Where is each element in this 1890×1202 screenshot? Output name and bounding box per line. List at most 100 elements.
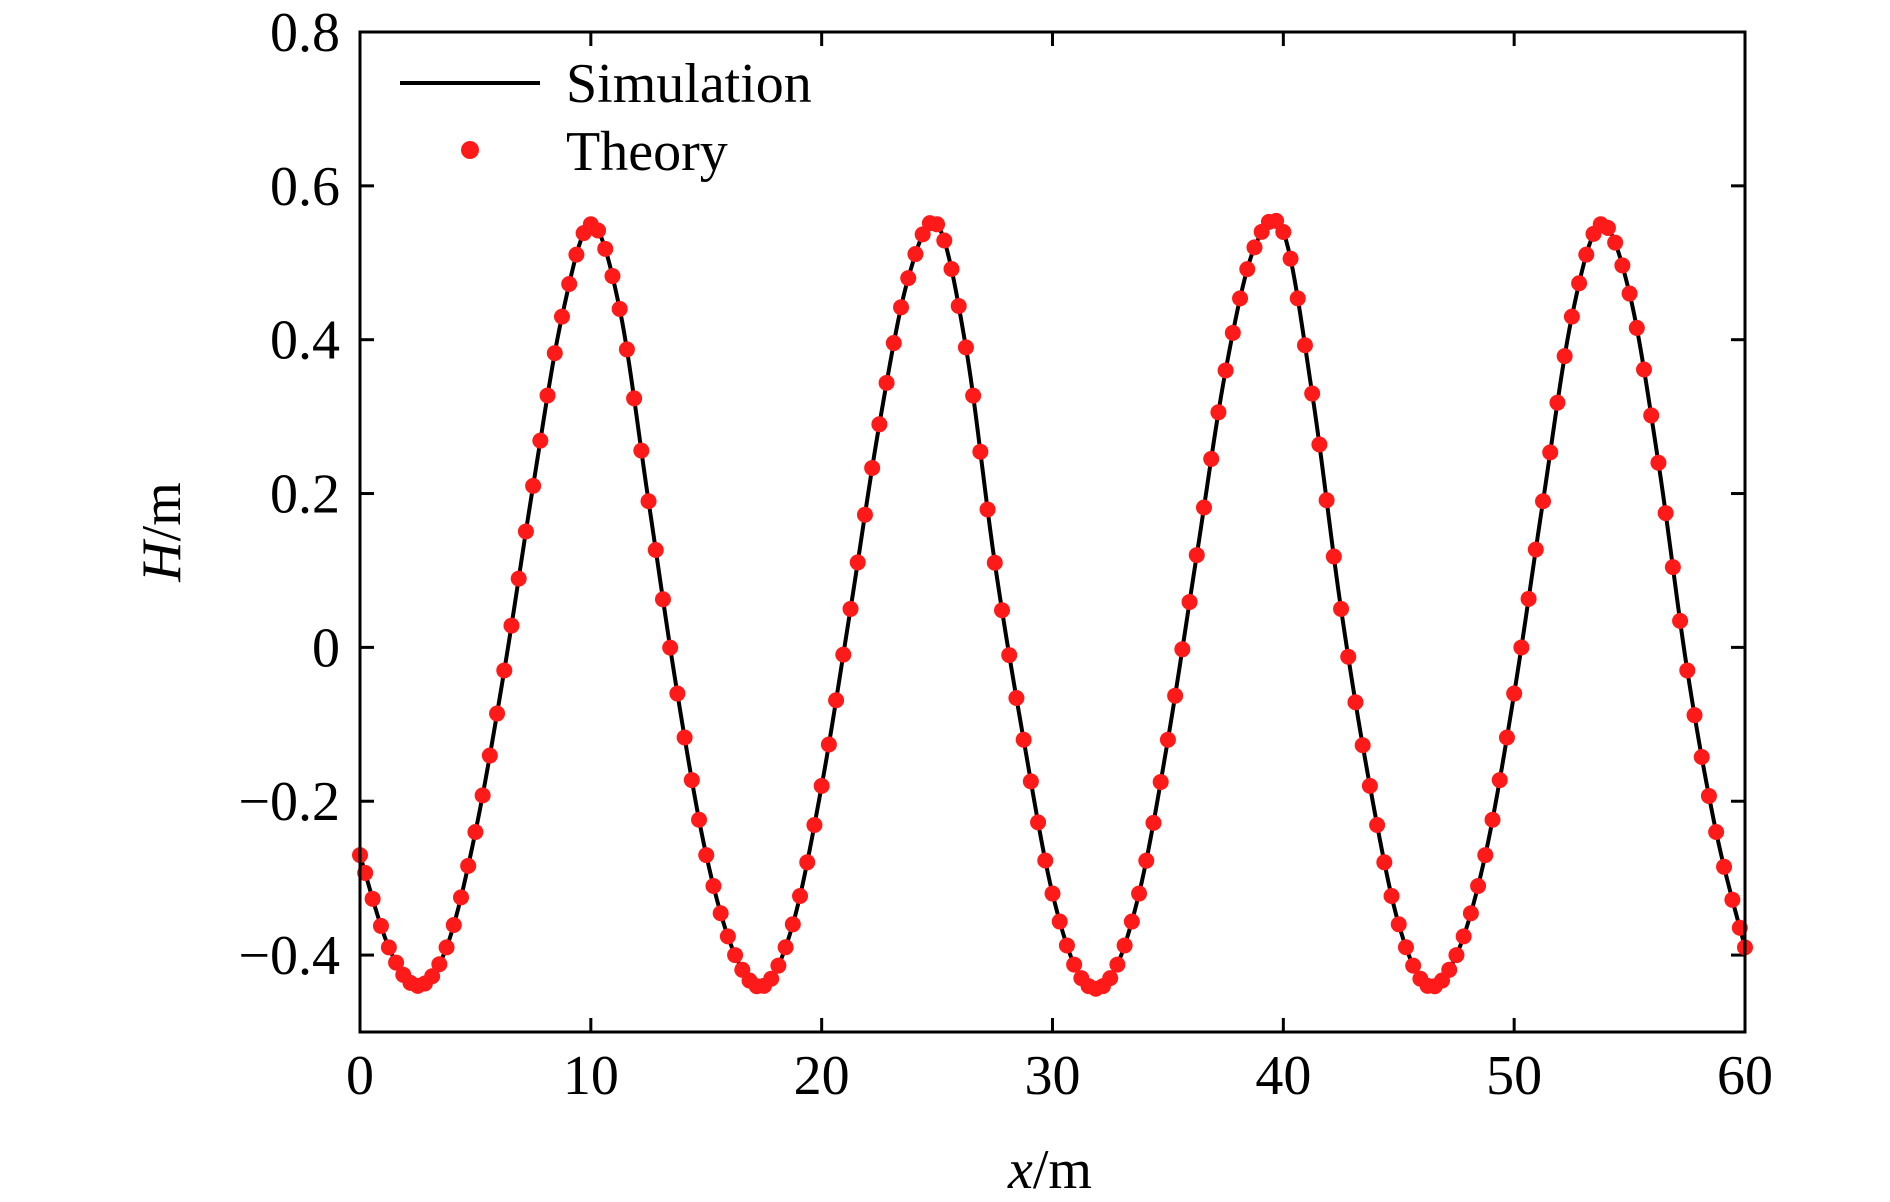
theory-point — [864, 459, 881, 476]
theory-point — [503, 617, 520, 634]
theory-point — [1008, 689, 1025, 706]
y-axis-unit: /m — [131, 482, 193, 541]
x-tick-label: 40 — [1255, 1045, 1311, 1107]
theory-point — [986, 554, 1003, 571]
theory-point — [1282, 250, 1299, 267]
theory-point — [1181, 593, 1198, 610]
theory-point — [1636, 361, 1653, 378]
theory-point — [936, 232, 953, 249]
x-tick-label: 50 — [1486, 1045, 1542, 1107]
theory-point — [900, 270, 917, 287]
theory-point — [1607, 234, 1624, 251]
theory-point — [929, 216, 946, 233]
theory-point — [1361, 777, 1378, 794]
legend-label-simulation: Simulation — [566, 53, 812, 115]
theory-point — [1599, 219, 1616, 236]
theory-point — [424, 968, 441, 985]
theory-point — [1116, 937, 1133, 954]
theory-point — [364, 890, 381, 907]
theory-point — [372, 917, 389, 934]
x-tick-label: 10 — [563, 1045, 619, 1107]
theory-point — [489, 705, 506, 722]
svg-text:x/m: x/m — [1007, 1139, 1092, 1201]
theory-point — [1657, 505, 1674, 522]
theory-point — [965, 387, 982, 404]
theory-point — [467, 824, 484, 840]
y-tick-label: 0.4 — [270, 310, 340, 372]
svg-text:H/m: H/m — [131, 482, 193, 583]
theory-point — [611, 300, 628, 317]
theory-point — [1484, 811, 1501, 828]
theory-point — [1311, 436, 1328, 453]
theory-point — [1224, 324, 1241, 341]
y-axis-ticks: −0.4 −0.2 0 0.2 0.4 0.6 0.8 — [238, 2, 1745, 987]
theory-point — [1686, 707, 1703, 724]
theory-point — [1304, 385, 1321, 402]
theory-point — [1325, 548, 1342, 565]
theory-point — [662, 639, 679, 656]
x-tick-label: 20 — [794, 1045, 850, 1107]
theory-point — [1195, 499, 1212, 516]
theory-point — [539, 387, 556, 404]
theory-point — [1109, 956, 1126, 973]
theory-point — [806, 816, 823, 833]
theory-point — [1376, 854, 1393, 871]
theory-point — [820, 736, 837, 753]
theory-point — [1693, 749, 1710, 765]
legend: Simulation Theory — [400, 53, 812, 183]
theory-point — [1354, 737, 1371, 754]
theory-point — [957, 339, 974, 356]
theory-point — [1369, 816, 1386, 833]
theory-point — [1246, 239, 1263, 256]
theory-point — [647, 542, 664, 559]
legend-label-theory: Theory — [566, 121, 728, 183]
x-axis-symbol: x — [1007, 1139, 1033, 1201]
theory-point — [979, 501, 996, 518]
theory-point — [676, 729, 693, 746]
theory-point — [972, 443, 989, 460]
theory-point — [626, 390, 643, 407]
theory-point — [532, 432, 549, 449]
theory-point — [1174, 641, 1191, 658]
theory-point — [1159, 731, 1176, 748]
theory-point — [1188, 547, 1205, 564]
theory-point — [496, 662, 513, 679]
y-tick-label: 0.8 — [270, 2, 340, 64]
theory-point — [1542, 444, 1559, 461]
theory-point — [1333, 600, 1350, 617]
theory-point — [784, 916, 801, 933]
theory-point — [683, 772, 700, 789]
theory-point — [1724, 891, 1741, 908]
theory-point — [994, 602, 1011, 619]
theory-point — [1066, 956, 1083, 973]
theory-point — [1563, 308, 1580, 325]
theory-point — [727, 947, 744, 964]
theory-point — [1520, 590, 1537, 607]
theory-point — [525, 477, 542, 494]
theory-point — [1058, 937, 1075, 954]
y-tick-label: −0.4 — [238, 925, 340, 987]
theory-point — [597, 240, 614, 257]
theory-point — [1708, 824, 1725, 840]
theory-point — [633, 442, 650, 459]
theory-point — [568, 246, 585, 263]
theory-point — [1448, 947, 1465, 964]
theory-point — [460, 857, 477, 874]
theory-point — [885, 335, 902, 352]
theory-point — [481, 747, 498, 764]
theory-point — [1679, 662, 1696, 679]
theory-point — [1123, 913, 1140, 930]
theory-point — [1405, 957, 1422, 974]
theory-point — [1527, 541, 1544, 558]
theory-point — [1498, 729, 1515, 746]
theory-point — [1037, 852, 1054, 869]
theory-point — [1340, 648, 1357, 665]
theory-point — [770, 957, 787, 974]
theory-point — [871, 416, 888, 433]
theory-point — [1347, 694, 1364, 711]
theory-point — [1664, 559, 1681, 576]
plot-area — [360, 32, 1745, 1032]
theory-point — [907, 246, 924, 263]
theory-point — [1001, 647, 1018, 664]
